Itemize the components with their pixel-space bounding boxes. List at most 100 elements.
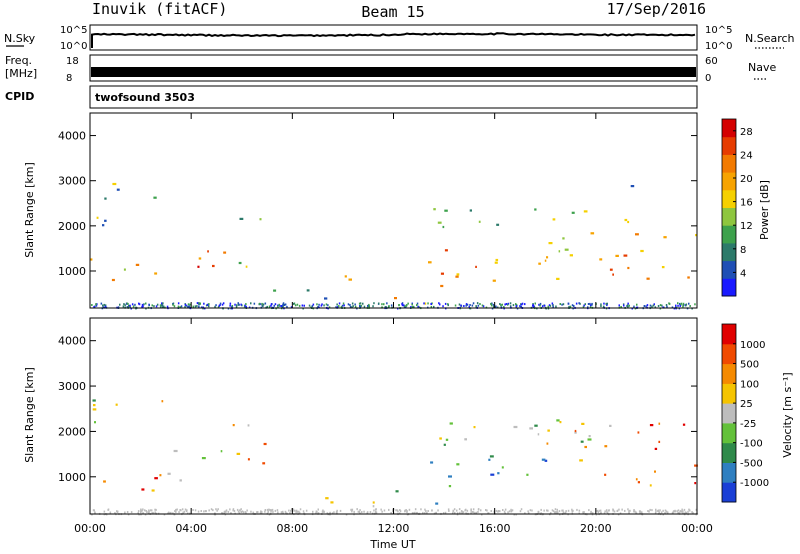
power-cell <box>413 306 415 309</box>
velocity-cell <box>628 512 630 514</box>
power-cell <box>532 304 534 307</box>
velocity-cell <box>665 510 668 513</box>
velocity-colorbar-segment <box>722 363 736 384</box>
velocity-cell <box>447 508 450 511</box>
velocity-cell <box>414 511 416 514</box>
velocity-cell <box>116 511 119 514</box>
velocity-cell <box>369 511 372 513</box>
power-cell <box>286 305 288 308</box>
power-cell <box>624 218 628 222</box>
power-cell <box>549 304 552 307</box>
power-cell <box>627 306 629 308</box>
velocity-cell <box>271 508 274 511</box>
velocity-cell <box>487 512 490 515</box>
power-cell <box>509 302 512 305</box>
power-cell <box>219 304 221 307</box>
velocity-cell <box>556 419 560 422</box>
power-cell <box>541 305 544 308</box>
power-cell <box>635 233 639 236</box>
velocity-cell <box>295 512 297 515</box>
power-cell <box>172 303 174 306</box>
power-cell <box>234 303 236 306</box>
velocity-cell <box>240 508 242 511</box>
velocity-cell <box>182 511 184 514</box>
power-cell <box>95 303 97 306</box>
power-cell <box>492 279 496 282</box>
power-cell <box>444 209 448 212</box>
power-colorbar-segment <box>722 242 736 262</box>
power-cell <box>229 302 232 305</box>
velocity-cell <box>651 509 653 512</box>
power-cell <box>198 257 202 260</box>
power-cell <box>469 209 472 212</box>
power-cell <box>359 302 362 305</box>
velocity-cell <box>242 511 245 514</box>
velocity-cell <box>619 512 622 515</box>
velocity-cell <box>295 510 298 513</box>
power-cell <box>640 249 644 253</box>
velocity-cell <box>175 508 177 511</box>
power-cell <box>104 305 107 308</box>
velocity-cell <box>574 431 577 434</box>
velocity-cell <box>210 508 213 511</box>
velocity-cell <box>605 509 608 512</box>
velocity-cell <box>537 433 540 436</box>
power-cell <box>416 302 419 305</box>
velocity-cell <box>452 512 454 515</box>
velocity-cell <box>201 457 206 460</box>
power-cell <box>661 266 665 269</box>
velocity-cell <box>562 511 565 514</box>
power-cell <box>308 304 311 307</box>
power-cell <box>645 305 647 308</box>
power-cell <box>336 303 338 306</box>
velocity-y-tick-label: 1000 <box>58 471 86 484</box>
power-colorbar-segment <box>722 278 736 297</box>
velocity-cell <box>326 512 329 515</box>
velocity-cell <box>405 509 407 511</box>
power-cell <box>582 305 585 308</box>
power-cell <box>177 305 180 308</box>
velocity-cell <box>607 509 610 512</box>
velocity-cell <box>543 509 545 512</box>
velocity-cell <box>175 510 177 513</box>
velocity-cell <box>230 512 232 515</box>
velocity-cell <box>529 427 533 430</box>
power-cell <box>506 303 509 306</box>
power-cell <box>296 303 299 306</box>
power-cell <box>512 304 515 307</box>
velocity-cell <box>571 508 573 511</box>
power-cell <box>573 305 575 307</box>
power-cell <box>238 261 242 265</box>
velocity-cell <box>456 509 458 512</box>
power-cell <box>401 303 403 305</box>
power-cell <box>283 304 286 306</box>
velocity-cell <box>330 501 334 504</box>
velocity-cell <box>154 508 156 511</box>
power-cell <box>492 303 495 306</box>
power-cell <box>626 304 629 307</box>
freq-left-tick-bottom: 8 <box>66 73 72 84</box>
velocity-cell <box>567 509 570 512</box>
velocity-cell <box>654 447 658 450</box>
power-cell <box>600 305 602 307</box>
velocity-cell <box>430 461 434 464</box>
power-cell <box>253 302 256 305</box>
power-cell <box>569 254 573 257</box>
power-cell <box>539 302 542 305</box>
velocity-cell <box>454 511 456 514</box>
velocity-cell <box>272 510 274 513</box>
velocity-cell <box>232 508 235 511</box>
velocity-cell <box>302 510 305 513</box>
power-cell <box>351 302 354 305</box>
power-cell <box>217 306 220 308</box>
power-cell <box>646 304 649 307</box>
power-cell <box>143 303 145 306</box>
power-cell <box>627 220 630 224</box>
nsky-left-label: N.Sky <box>4 32 36 45</box>
velocity-cell <box>392 508 394 511</box>
velocity-cell <box>443 443 446 446</box>
velocity-cell <box>461 510 463 513</box>
power-cell <box>543 304 546 307</box>
velocity-cell <box>471 511 473 513</box>
power-cell <box>214 305 216 308</box>
